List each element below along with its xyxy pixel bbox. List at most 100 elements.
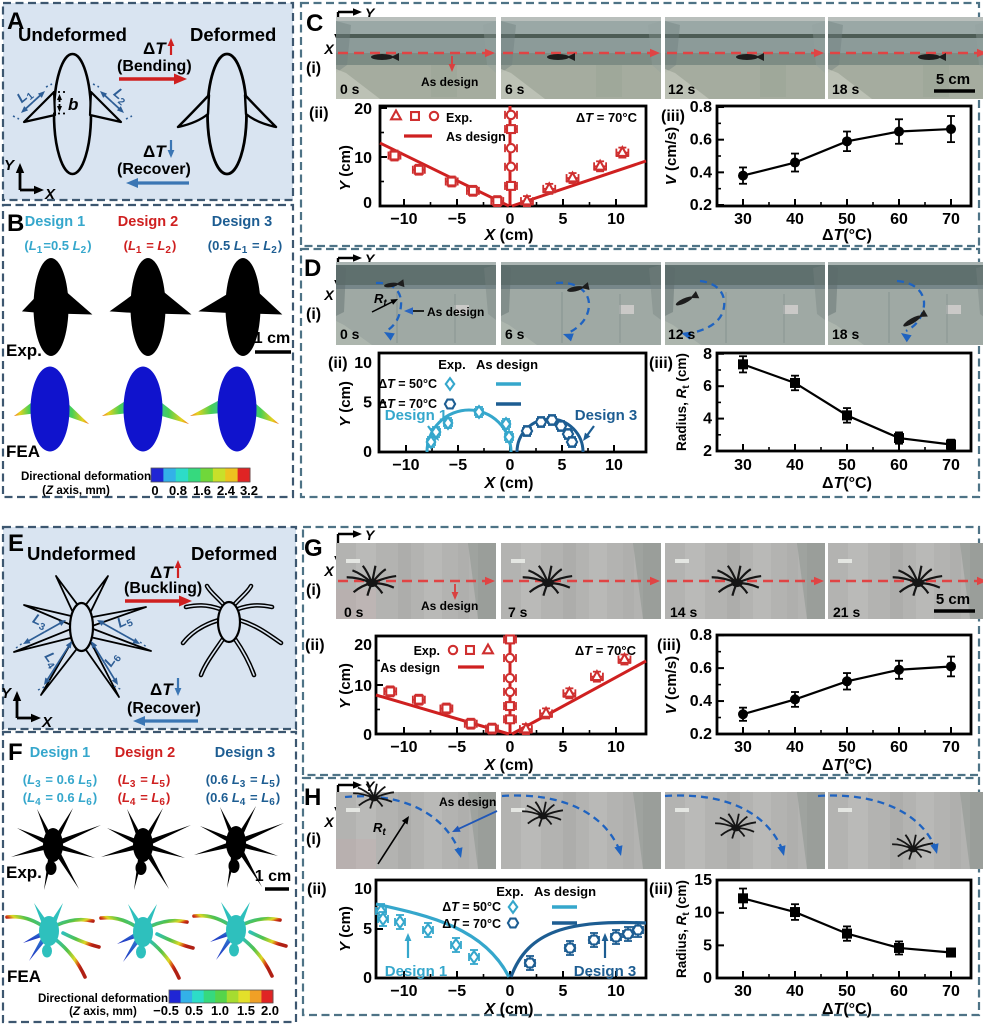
svg-text:FEA: FEA (6, 442, 40, 461)
svg-text:−5: −5 (448, 211, 466, 228)
svg-text:Exp.: Exp. (414, 644, 440, 658)
svg-text:(L3 = 0.6 L5 ): (L3 = 0.6 L5 ) (23, 772, 97, 790)
svg-text:(i): (i) (306, 582, 321, 599)
svg-text:1 cm: 1 cm (254, 330, 290, 347)
svg-text:3.2: 3.2 (240, 483, 258, 498)
svg-text:0: 0 (363, 195, 372, 212)
svg-text:0.8: 0.8 (169, 483, 187, 498)
svg-text:X: X (323, 814, 335, 830)
svg-text:X (cm): X (cm) (484, 1001, 534, 1018)
svg-text:Deformed: Deformed (191, 543, 277, 564)
svg-text:1.5: 1.5 (237, 1003, 255, 1018)
svg-text:Design 3: Design 3 (574, 963, 637, 980)
svg-text:20: 20 (354, 101, 372, 118)
svg-text:−5: −5 (449, 457, 467, 474)
svg-text:b: b (68, 95, 78, 114)
svg-text:As design: As design (446, 130, 506, 144)
svg-text:5 cm: 5 cm (936, 71, 970, 88)
svg-text:0.4: 0.4 (690, 164, 712, 181)
svg-text:Y: Y (365, 778, 376, 794)
svg-text:As design: As design (380, 661, 440, 675)
svg-text:−10: −10 (390, 739, 417, 756)
svg-text:Design 1: Design 1 (25, 214, 85, 230)
svg-text:0 s: 0 s (340, 81, 360, 97)
svg-text:Y: Y (365, 5, 376, 21)
svg-text:10: 10 (607, 211, 625, 228)
svg-text:−5: −5 (448, 983, 466, 1000)
svg-text:Y: Y (365, 251, 376, 267)
svg-text:(Z axis, mm): (Z axis, mm) (69, 1005, 137, 1018)
svg-text:10: 10 (605, 457, 623, 474)
svg-text:(ii): (ii) (307, 881, 327, 898)
svg-text:Y (cm): Y (cm) (337, 906, 354, 952)
svg-text:Y (cm): Y (cm) (337, 145, 354, 191)
svg-text:5: 5 (559, 211, 568, 228)
svg-text:Exp.: Exp. (496, 884, 523, 899)
svg-text:(0.5 L1 = L2 ): (0.5 L1 = L2 ) (208, 238, 282, 256)
svg-text:Radius, Rt (cm): Radius, Rt (cm) (674, 353, 692, 451)
svg-text:Design 1: Design 1 (385, 963, 448, 980)
svg-text:50: 50 (838, 739, 856, 756)
svg-text:Exp.: Exp. (6, 341, 42, 360)
svg-text:70: 70 (942, 457, 960, 474)
svg-text:ΔT(°C): ΔT(°C) (822, 757, 872, 774)
svg-text:0: 0 (363, 444, 372, 461)
svg-text:30: 30 (734, 211, 752, 228)
svg-text:5: 5 (558, 457, 567, 474)
svg-text:(L4 = 0.6 L6 ): (L4 = 0.6 L6 ) (23, 790, 97, 808)
svg-text:12 s: 12 s (668, 81, 695, 97)
svg-text:0.8: 0.8 (690, 99, 712, 116)
svg-text:(Recover): (Recover) (127, 700, 201, 717)
svg-text:As design: As design (427, 305, 484, 319)
svg-text:70: 70 (942, 739, 960, 756)
svg-text:40: 40 (786, 211, 804, 228)
svg-text:18 s: 18 s (832, 326, 859, 342)
svg-text:ΔT = 70°C: ΔT = 70°C (442, 917, 501, 931)
svg-text:ΔT = 50°C: ΔT = 50°C (378, 377, 437, 391)
svg-text:X: X (44, 186, 56, 203)
svg-text:Design 3: Design 3 (575, 407, 638, 424)
svg-text:Design 1: Design 1 (30, 745, 90, 761)
svg-text:−5: −5 (448, 739, 466, 756)
svg-text:F: F (8, 739, 23, 766)
svg-text:5: 5 (363, 395, 372, 412)
svg-text:ΔT = 70°C: ΔT = 70°C (576, 110, 638, 125)
svg-text:G: G (304, 535, 323, 562)
svg-text:70: 70 (942, 211, 960, 228)
svg-text:(Z axis, mm): (Z axis, mm) (42, 484, 110, 497)
svg-text:5 cm: 5 cm (936, 591, 970, 608)
svg-text:D: D (304, 255, 321, 282)
svg-text:(Buckling): (Buckling) (124, 580, 202, 597)
svg-text:Exp.: Exp. (446, 111, 472, 125)
svg-text:X: X (323, 563, 335, 579)
svg-text:V (cm/s): V (cm/s) (663, 127, 680, 185)
svg-text:−10: −10 (390, 211, 417, 228)
svg-text:(Bending): (Bending) (117, 58, 192, 75)
svg-text:0.2: 0.2 (690, 726, 712, 743)
svg-text:(i): (i) (306, 60, 321, 77)
svg-text:5: 5 (703, 937, 712, 954)
svg-text:Y (cm): Y (cm) (337, 663, 354, 709)
svg-text:0: 0 (506, 983, 515, 1000)
svg-text:40: 40 (786, 739, 804, 756)
svg-text:X (cm): X (cm) (484, 757, 534, 774)
svg-text:70: 70 (942, 983, 960, 1000)
svg-text:Design 2: Design 2 (118, 214, 178, 230)
svg-text:21 s: 21 s (833, 604, 860, 620)
svg-text:−0.5: −0.5 (153, 1003, 179, 1018)
svg-text:18 s: 18 s (832, 81, 859, 97)
svg-text:H: H (304, 784, 321, 811)
svg-text:(ii): (ii) (328, 355, 348, 372)
svg-text:0: 0 (506, 739, 515, 756)
svg-text:0: 0 (506, 211, 515, 228)
svg-text:As design: As design (421, 75, 478, 89)
svg-text:10: 10 (694, 905, 712, 922)
svg-text:ΔT = 50°C: ΔT = 50°C (442, 900, 501, 914)
svg-text:ΔT: ΔT (150, 680, 174, 699)
svg-text:20: 20 (354, 637, 372, 654)
svg-text:0.6: 0.6 (690, 132, 712, 149)
svg-text:7 s: 7 s (508, 604, 528, 620)
svg-text:0.8: 0.8 (690, 627, 712, 644)
svg-text:1.6: 1.6 (193, 483, 211, 498)
svg-text:Design 3: Design 3 (215, 745, 275, 761)
